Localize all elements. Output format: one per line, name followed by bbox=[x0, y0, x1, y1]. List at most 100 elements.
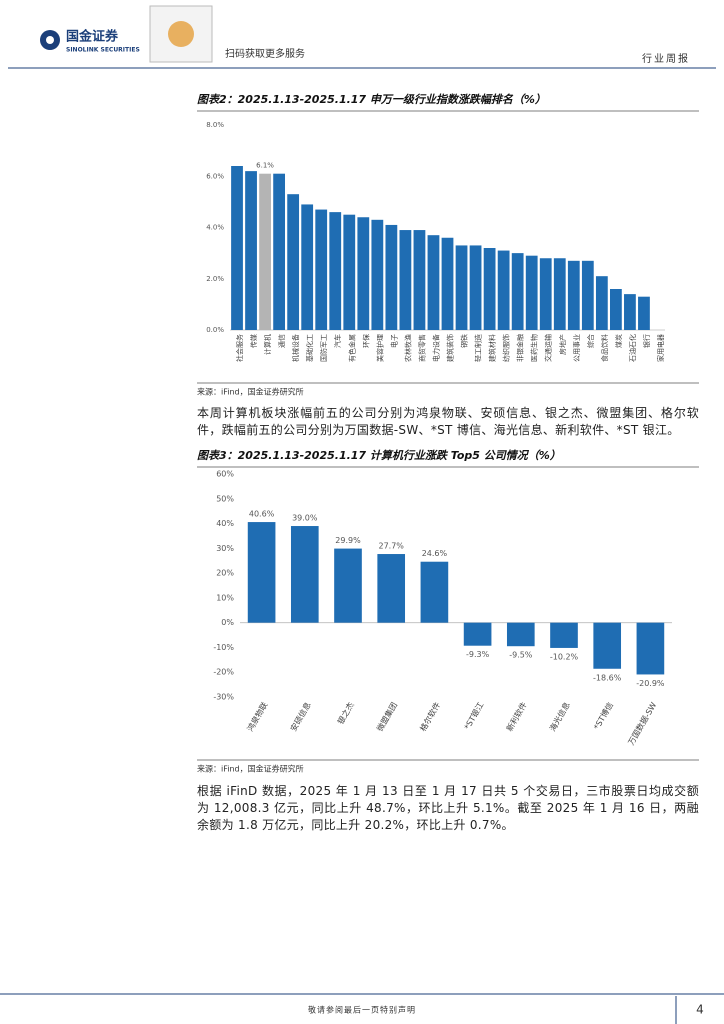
x-tick-label: 社会服务 bbox=[235, 334, 244, 362]
chart-source: 来源：iFind，国金证券研究所 bbox=[197, 764, 304, 774]
y-tick-label: 8.0% bbox=[206, 121, 224, 129]
bar bbox=[595, 276, 608, 330]
x-tick-label: 纺织服饰 bbox=[502, 334, 511, 362]
bar bbox=[624, 294, 636, 330]
paragraph: 本周计算机板块涨幅前五的公司分别为鸿泉物联、安硕信息、银之杰、微盟集团、格尔软件… bbox=[197, 406, 699, 437]
qr-badge bbox=[168, 21, 194, 47]
bar bbox=[427, 235, 440, 330]
logo-text: 国金证券 bbox=[66, 29, 119, 45]
y-tick-label: -30% bbox=[213, 693, 234, 702]
bar bbox=[399, 230, 412, 330]
x-tick-label: 电力设备 bbox=[431, 334, 440, 362]
qr-caption: 扫码获取更多服务 bbox=[225, 47, 305, 60]
x-tick-label: 医药生物 bbox=[530, 334, 539, 362]
bar bbox=[301, 204, 314, 330]
x-tick-label: 交通运输 bbox=[544, 334, 553, 362]
bar bbox=[420, 561, 449, 623]
data-label: 6.1% bbox=[256, 162, 274, 170]
bar bbox=[567, 260, 580, 330]
x-tick-label: 安硕信息 bbox=[288, 700, 313, 733]
y-tick-label: 30% bbox=[216, 544, 234, 553]
bar bbox=[455, 245, 468, 330]
x-tick-label: 银行 bbox=[642, 334, 651, 348]
bar bbox=[334, 548, 362, 623]
bar bbox=[231, 166, 243, 330]
bar bbox=[287, 194, 300, 330]
x-tick-label: 基础化工 bbox=[305, 334, 314, 362]
paragraph: 根据 iFinD 数据，2025 年 1 月 13 日至 1 月 17 日共 5… bbox=[197, 784, 699, 832]
bar bbox=[553, 258, 566, 330]
y-tick-label: 60% bbox=[216, 470, 234, 479]
x-tick-label: 电子 bbox=[389, 334, 398, 348]
x-tick-label: 新利软件 bbox=[504, 700, 529, 733]
chart-source: 来源：iFind，国金证券研究所 bbox=[197, 387, 304, 397]
x-tick-label: 鸿泉物联 bbox=[245, 700, 270, 733]
x-tick-label: 通信 bbox=[277, 334, 286, 348]
x-tick-label: *ST银江 bbox=[462, 700, 486, 731]
bar bbox=[385, 224, 398, 330]
y-tick-label: 4.0% bbox=[206, 224, 224, 232]
bar bbox=[343, 214, 356, 330]
x-tick-label: 微盟集团 bbox=[374, 700, 399, 733]
x-tick-label: 石油石化 bbox=[628, 334, 637, 362]
bar bbox=[609, 289, 622, 330]
x-tick-label: 非银金融 bbox=[516, 334, 525, 362]
x-tick-label: 格尔软件 bbox=[418, 700, 443, 733]
data-label: -9.5% bbox=[509, 651, 533, 660]
bar bbox=[593, 622, 622, 669]
bar bbox=[550, 622, 578, 648]
bar bbox=[259, 173, 271, 330]
bar bbox=[413, 230, 426, 330]
y-tick-label: 0% bbox=[221, 618, 234, 627]
x-tick-label: 建筑装饰 bbox=[446, 334, 455, 362]
x-tick-label: *ST博信 bbox=[591, 700, 615, 731]
chart-title: 图表2：2025.1.13-2025.1.17 申万一级行业指数涨跌幅排名（%） bbox=[197, 93, 546, 106]
y-tick-label: -10% bbox=[213, 643, 234, 652]
bar bbox=[329, 212, 342, 330]
x-tick-label: 计算机 bbox=[263, 334, 272, 355]
x-tick-label: 轻工制造 bbox=[474, 334, 483, 362]
bar bbox=[483, 248, 496, 330]
x-tick-label: 机械设备 bbox=[291, 334, 300, 362]
x-tick-label: 家用电器 bbox=[656, 334, 665, 362]
x-tick-label: 美容护理 bbox=[375, 334, 384, 362]
x-tick-label: 农林牧渔 bbox=[403, 334, 412, 362]
report-type: 行业周报 bbox=[642, 52, 690, 65]
chart-title: 图表3：2025.1.13-2025.1.17 计算机行业涨跌 Top5 公司情… bbox=[197, 449, 561, 462]
bar bbox=[506, 622, 535, 647]
x-tick-label: 食品饮料 bbox=[600, 334, 609, 362]
bar bbox=[638, 296, 650, 330]
x-tick-label: 煤炭 bbox=[614, 334, 623, 348]
bar bbox=[377, 554, 406, 623]
x-tick-label: 汽车 bbox=[333, 334, 342, 348]
x-tick-label: 钢铁 bbox=[460, 334, 469, 348]
bar bbox=[511, 253, 524, 330]
bar bbox=[245, 171, 257, 330]
y-tick-label: 40% bbox=[216, 519, 234, 528]
bar bbox=[371, 219, 384, 330]
bar bbox=[636, 622, 665, 675]
data-label: -10.2% bbox=[550, 652, 579, 661]
bar bbox=[469, 245, 482, 330]
y-tick-label: 2.0% bbox=[206, 275, 224, 283]
bar bbox=[581, 260, 594, 330]
bar bbox=[525, 255, 538, 330]
x-tick-label: 有色金属 bbox=[347, 334, 356, 362]
data-label: 29.9% bbox=[335, 536, 361, 545]
footer-disclaimer: 敬请参阅最后一页特别声明 bbox=[308, 1005, 416, 1015]
y-tick-label: 50% bbox=[216, 494, 234, 503]
bar bbox=[463, 622, 492, 646]
bar bbox=[247, 522, 276, 623]
x-tick-label: 海光信息 bbox=[547, 700, 572, 733]
x-tick-label: 国防军工 bbox=[319, 334, 328, 362]
data-label: -18.6% bbox=[593, 673, 622, 682]
x-tick-label: 传媒 bbox=[249, 334, 258, 348]
logo-subtext: SINOLINK SECURITIES bbox=[66, 47, 140, 54]
bar bbox=[315, 209, 328, 330]
bar bbox=[497, 250, 510, 330]
bar bbox=[539, 258, 552, 330]
x-tick-label: 公用事业 bbox=[572, 334, 581, 362]
y-tick-label: 6.0% bbox=[206, 172, 224, 180]
bar bbox=[357, 217, 370, 330]
